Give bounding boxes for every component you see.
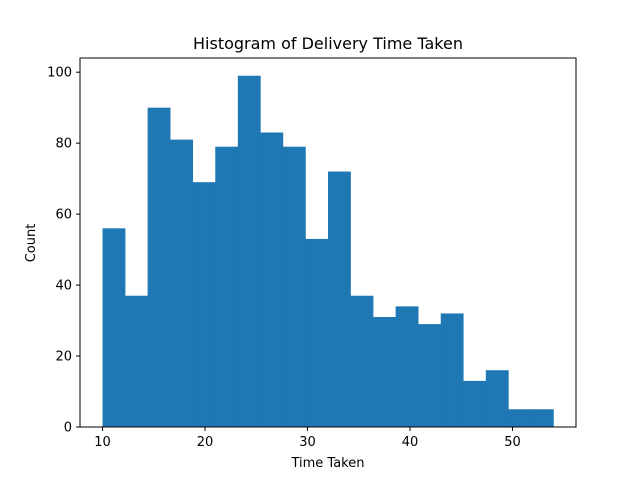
histogram-bar: [192, 182, 216, 427]
x-ticks: 10 20 30 40 50: [94, 427, 521, 450]
x-axis-label: Time Taken: [290, 456, 364, 471]
histogram-bar: [215, 146, 239, 428]
y-tick-label: 20: [55, 350, 72, 365]
y-ticks: 0 20 40 60 80 100: [47, 66, 80, 436]
histogram-bar: [125, 295, 148, 427]
histogram-bar: [463, 380, 487, 427]
x-tick-label: 20: [197, 435, 214, 450]
x-tick-label: 10: [94, 435, 111, 450]
y-tick-label: 60: [55, 208, 72, 223]
histogram-bar: [373, 317, 396, 427]
histogram-bar: [170, 139, 194, 427]
histogram-bar: [485, 370, 509, 427]
x-tick-label: 40: [402, 435, 419, 450]
histogram-bar: [530, 409, 554, 427]
x-tick-label: 30: [299, 435, 316, 450]
histogram-bar: [237, 75, 261, 427]
y-axis-label: Count: [24, 224, 39, 263]
y-tick-label: 40: [55, 279, 72, 294]
histogram-bar: [350, 295, 374, 427]
y-tick-label: 0: [64, 421, 72, 436]
histogram-bar: [395, 306, 419, 427]
bars-group: [102, 75, 554, 428]
x-tick-label: 50: [504, 435, 521, 450]
histogram-bar: [305, 238, 329, 427]
histogram-bar: [147, 107, 171, 427]
histogram-bar: [508, 409, 532, 427]
histogram-bar: [260, 132, 284, 427]
histogram-bar: [328, 171, 351, 427]
histogram-bar: [102, 228, 126, 427]
y-tick-label: 80: [55, 137, 72, 152]
y-tick-label: 100: [47, 66, 72, 81]
chart-title: Histogram of Delivery Time Taken: [193, 34, 463, 53]
histogram-bar: [418, 324, 442, 427]
histogram-bar: [282, 146, 306, 428]
histogram-bar: [440, 313, 464, 427]
axes-frame: [79, 57, 577, 428]
